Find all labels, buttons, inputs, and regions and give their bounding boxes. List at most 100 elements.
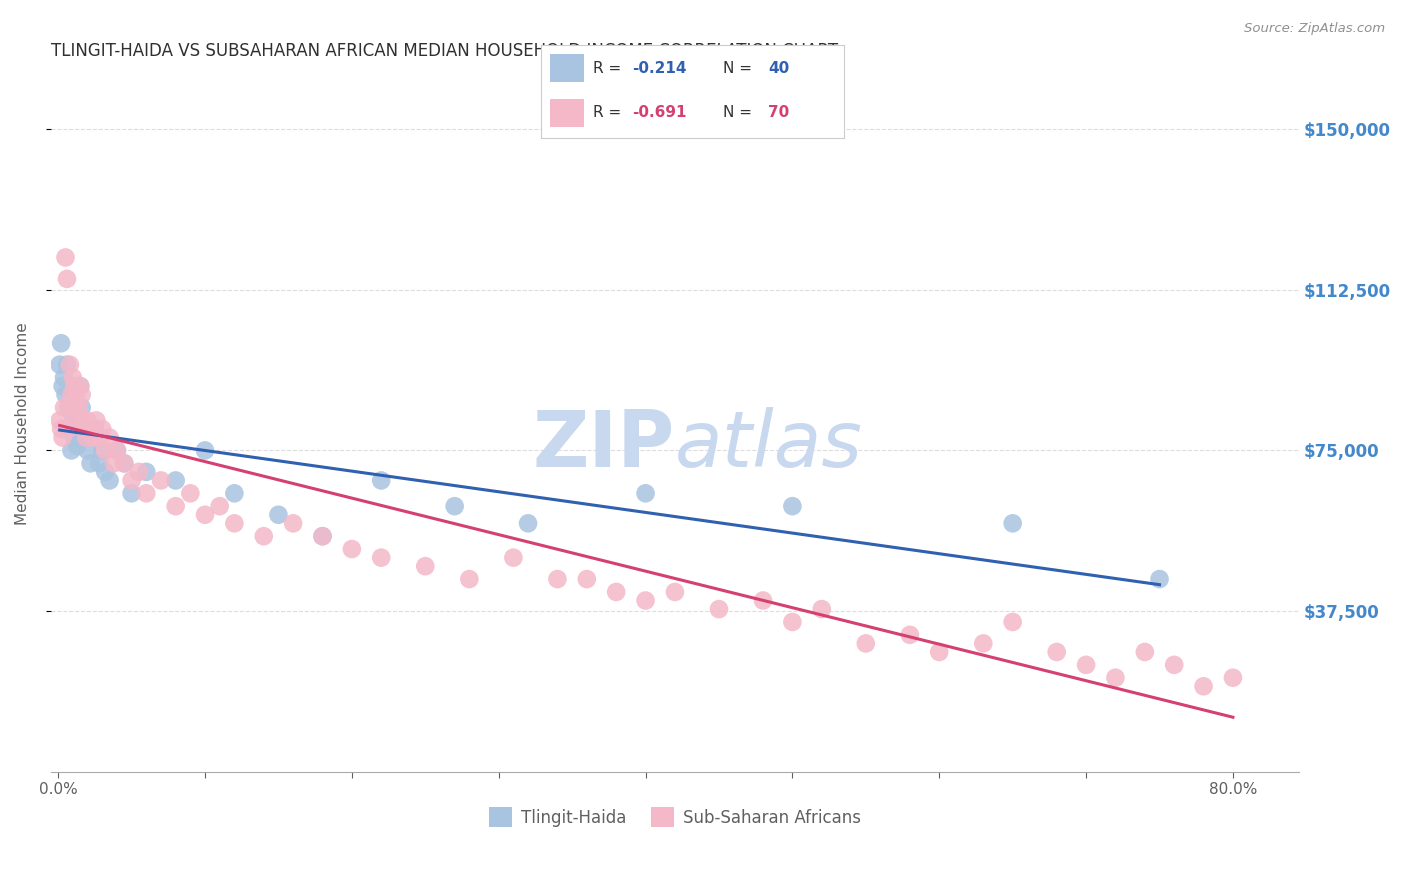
Point xyxy=(1149,572,1171,586)
Point xyxy=(56,358,79,372)
Point xyxy=(707,602,730,616)
Point xyxy=(605,585,627,599)
Point xyxy=(311,529,333,543)
Point xyxy=(664,585,686,599)
Point xyxy=(91,422,114,436)
Point xyxy=(782,615,804,629)
Point xyxy=(82,431,104,445)
Text: atlas: atlas xyxy=(675,407,863,483)
Point xyxy=(112,456,135,470)
Point xyxy=(1192,679,1215,693)
Text: R =: R = xyxy=(593,105,626,120)
Point xyxy=(76,413,98,427)
Point xyxy=(1104,671,1126,685)
Point xyxy=(1163,657,1185,672)
Point xyxy=(1074,657,1097,672)
Point xyxy=(413,559,436,574)
Point xyxy=(224,516,246,531)
Point xyxy=(1001,615,1024,629)
Point xyxy=(458,572,481,586)
Text: TLINGIT-HAIDA VS SUBSAHARAN AFRICAN MEDIAN HOUSEHOLD INCOME CORRELATION CHART: TLINGIT-HAIDA VS SUBSAHARAN AFRICAN MEDI… xyxy=(51,42,838,60)
Point xyxy=(253,529,276,543)
Point xyxy=(56,272,79,286)
Point xyxy=(810,602,832,616)
Point xyxy=(165,499,187,513)
Point xyxy=(55,251,77,265)
Point xyxy=(65,422,87,436)
Point xyxy=(502,550,524,565)
Point xyxy=(149,474,172,488)
Point xyxy=(517,516,540,531)
Point xyxy=(66,413,89,427)
Point xyxy=(224,486,246,500)
Point xyxy=(89,456,111,470)
Point xyxy=(121,486,143,500)
Point xyxy=(53,370,76,384)
Point xyxy=(634,593,657,607)
Point xyxy=(76,443,98,458)
Point xyxy=(1001,516,1024,531)
Text: 70: 70 xyxy=(768,105,789,120)
Point xyxy=(70,401,93,415)
Point xyxy=(60,443,83,458)
Point xyxy=(928,645,950,659)
Point xyxy=(370,474,392,488)
Point xyxy=(55,387,77,401)
Point xyxy=(59,358,82,372)
Bar xyxy=(550,99,583,127)
Point xyxy=(972,636,994,650)
Point xyxy=(311,529,333,543)
Point xyxy=(128,465,150,479)
Point xyxy=(89,431,111,445)
Point xyxy=(98,431,121,445)
Point xyxy=(1222,671,1244,685)
Point xyxy=(103,456,125,470)
Point xyxy=(443,499,465,513)
Point xyxy=(1133,645,1156,659)
Point xyxy=(370,550,392,565)
Text: R =: R = xyxy=(593,61,626,76)
Point xyxy=(63,379,86,393)
Point xyxy=(898,628,921,642)
Point xyxy=(48,413,70,427)
Point xyxy=(94,443,117,458)
Point xyxy=(83,422,105,436)
Point xyxy=(58,401,80,415)
Point xyxy=(62,413,84,427)
Point xyxy=(94,465,117,479)
Point xyxy=(62,401,84,415)
Legend: Tlingit-Haida, Sub-Saharan Africans: Tlingit-Haida, Sub-Saharan Africans xyxy=(482,801,868,833)
Point xyxy=(48,358,70,372)
Point xyxy=(208,499,231,513)
Point xyxy=(62,370,84,384)
Point xyxy=(52,379,75,393)
Point xyxy=(58,422,80,436)
Point xyxy=(281,516,304,531)
Text: -0.691: -0.691 xyxy=(633,105,686,120)
Point xyxy=(121,474,143,488)
Point xyxy=(70,387,93,401)
Point xyxy=(67,413,90,427)
Y-axis label: Median Household Income: Median Household Income xyxy=(15,322,30,525)
Point xyxy=(91,443,114,458)
Point xyxy=(112,456,135,470)
Point xyxy=(575,572,598,586)
Point xyxy=(49,336,72,351)
Point xyxy=(49,422,72,436)
Point xyxy=(782,499,804,513)
Text: ZIP: ZIP xyxy=(533,407,675,483)
Point xyxy=(194,508,217,522)
Point xyxy=(105,443,128,458)
Point xyxy=(60,387,83,401)
Point xyxy=(65,387,87,401)
Point xyxy=(135,465,157,479)
Text: -0.214: -0.214 xyxy=(633,61,686,76)
Point xyxy=(105,443,128,458)
Point xyxy=(1046,645,1069,659)
Point xyxy=(546,572,568,586)
Text: N =: N = xyxy=(723,105,756,120)
Point xyxy=(86,413,108,427)
Text: 40: 40 xyxy=(768,61,789,76)
Point xyxy=(52,431,75,445)
Bar xyxy=(550,54,583,82)
